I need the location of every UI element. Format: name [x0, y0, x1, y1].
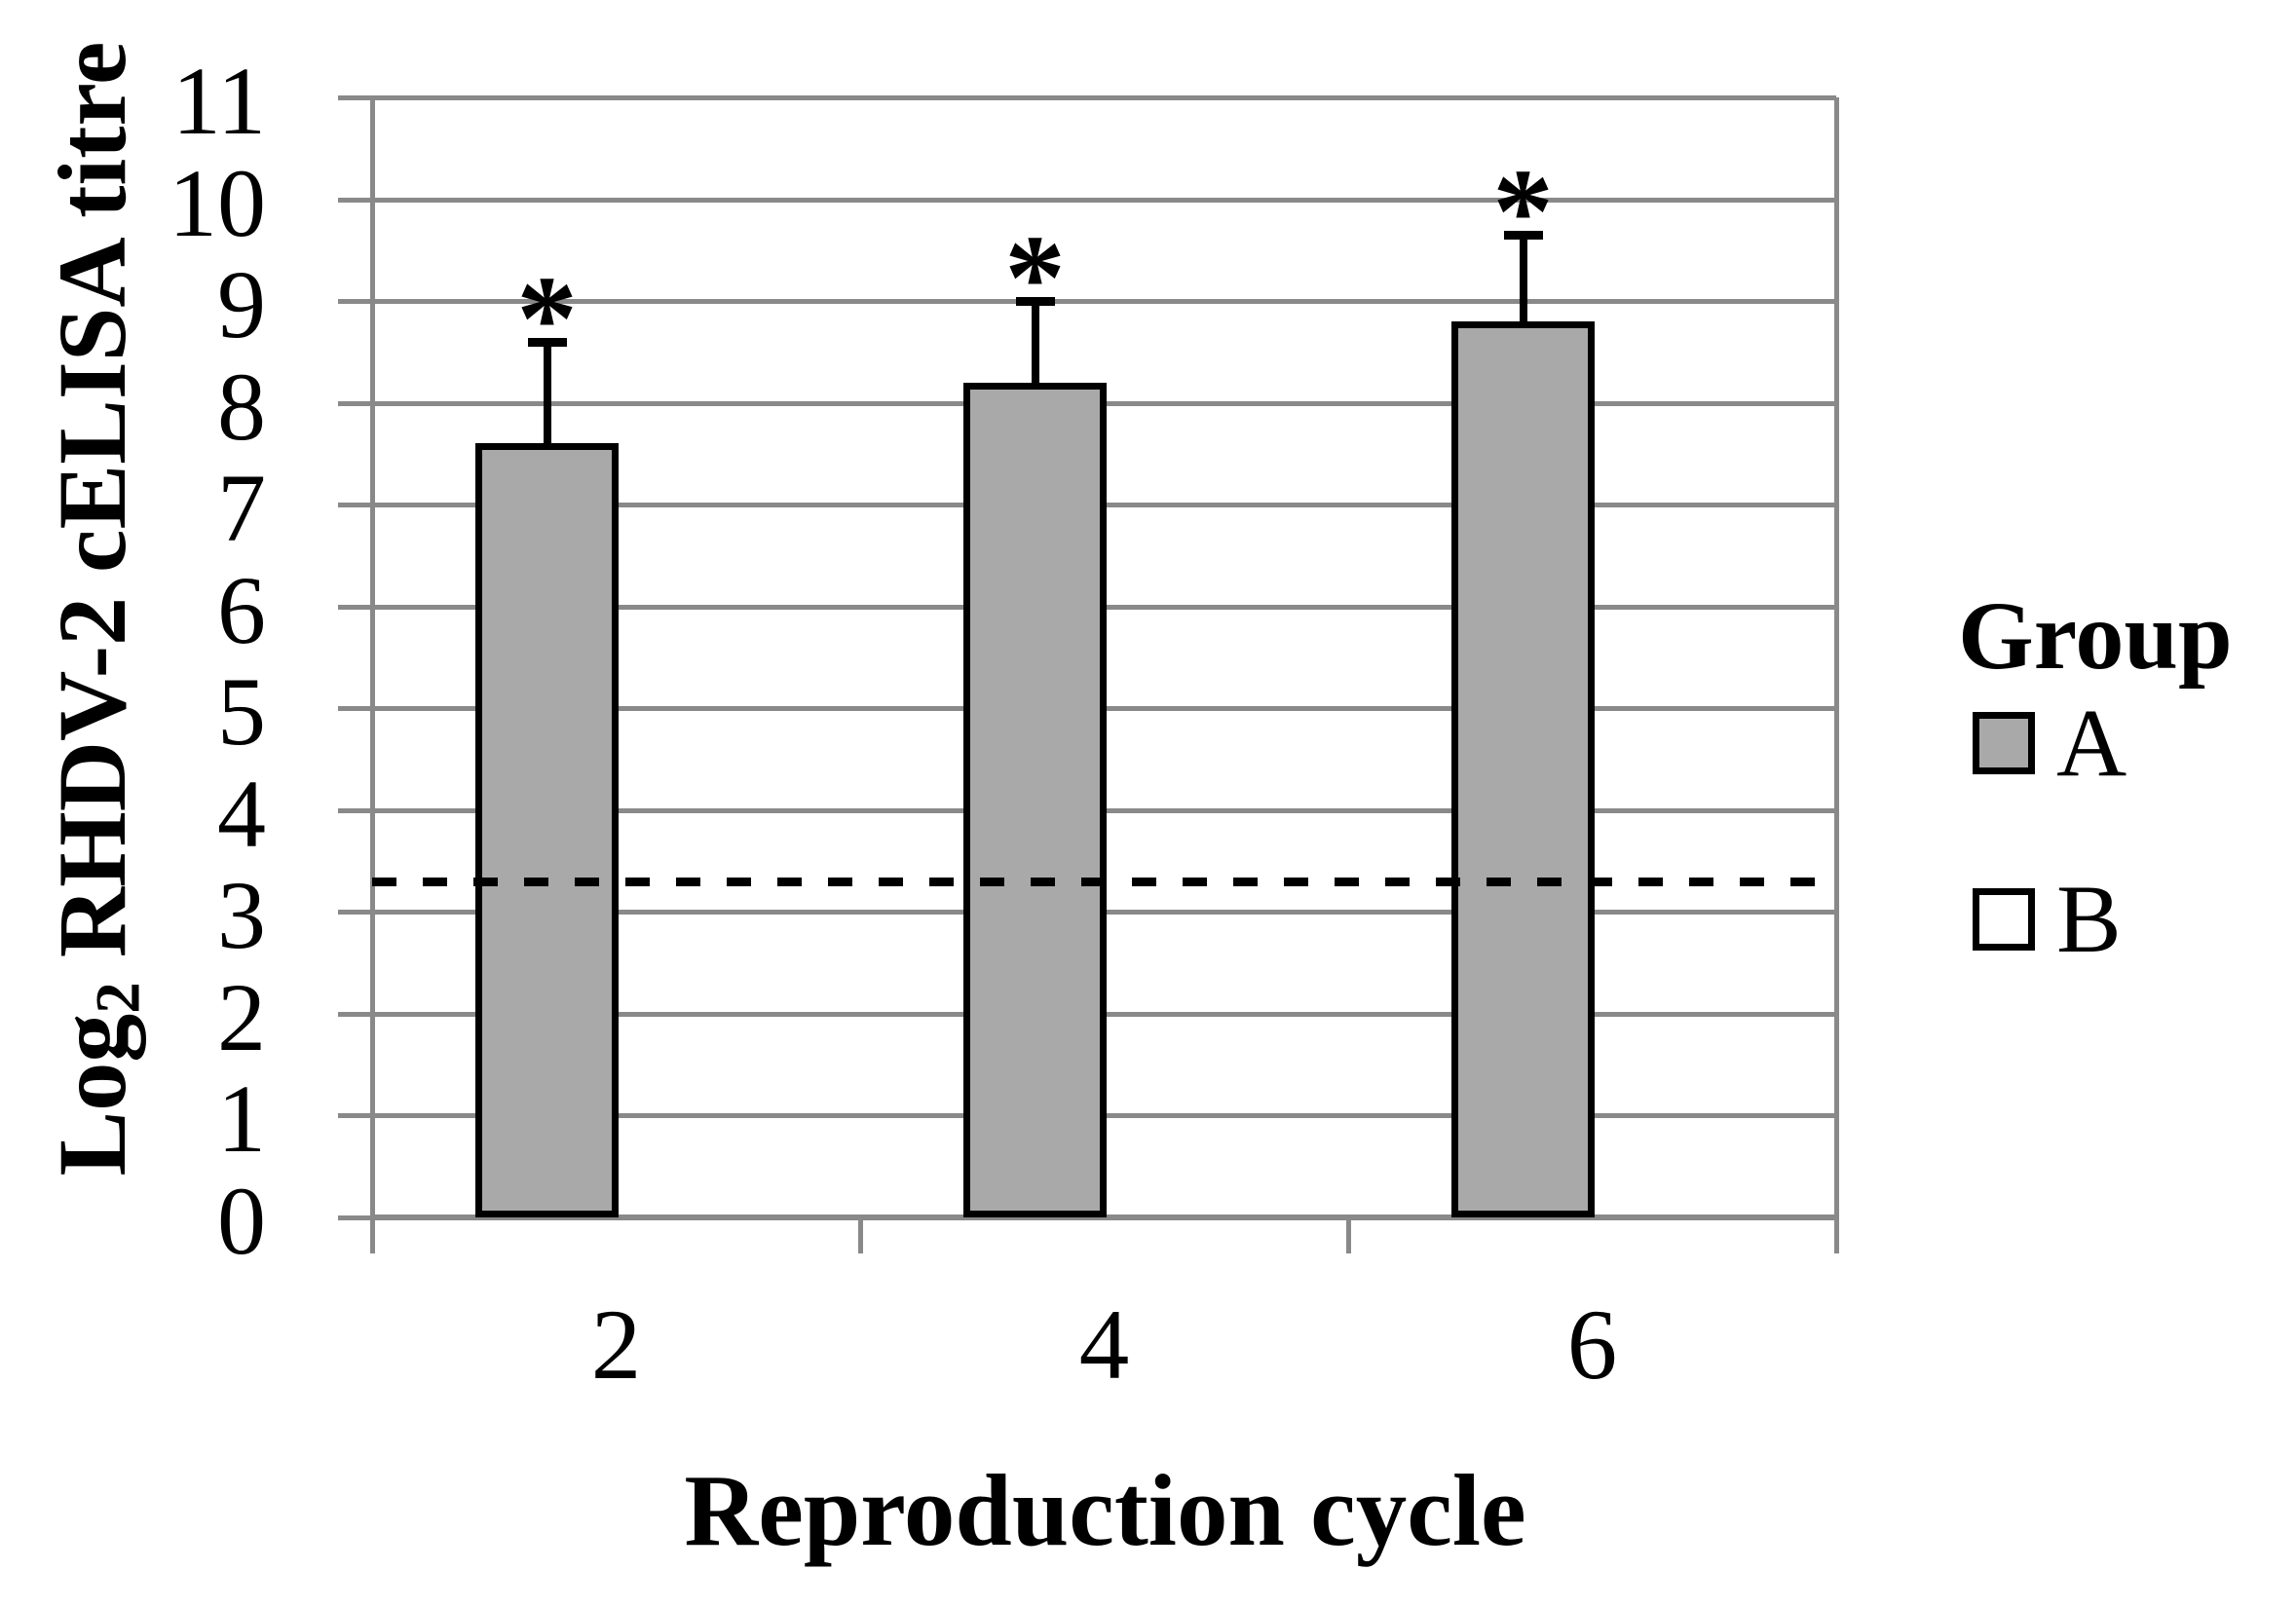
significance-asterisk: * [1492, 145, 1554, 280]
error-bar-cap [1015, 297, 1055, 307]
x-tick [1834, 1217, 1839, 1253]
plot-right-border [1834, 97, 1839, 1217]
legend-title: Group [1958, 581, 2233, 690]
y-tick-label: 11 [171, 47, 266, 155]
x-axis-title: Reproduction cycle [684, 1453, 1526, 1567]
error-bar-stem [1519, 235, 1527, 321]
error-bar-stem [1031, 301, 1039, 383]
y-tick [338, 910, 372, 916]
y-tick-label: 1 [217, 1065, 266, 1174]
y-tick [338, 1215, 372, 1220]
x-tick-label: 2 [590, 1289, 642, 1401]
y-tick-label: 5 [217, 657, 266, 766]
y-tick [338, 197, 372, 203]
y-axis-line [370, 97, 375, 1217]
bar-group-a-cycle-6 [1451, 321, 1595, 1217]
x-tick [370, 1217, 375, 1253]
y-tick-label: 0 [217, 1167, 266, 1275]
gridline [372, 299, 1836, 305]
error-bar-stem [543, 341, 551, 444]
legend-swatch-group-a [1973, 712, 2035, 774]
y-tick [338, 1011, 372, 1017]
legend: Group A B [1958, 582, 2296, 1050]
y-tick-label: 6 [217, 555, 266, 664]
cutoff-reference-line [372, 878, 1836, 886]
y-tick [338, 503, 372, 508]
x-tick [1346, 1217, 1351, 1253]
y-tick [338, 400, 372, 406]
y-tick [338, 299, 372, 305]
y-tick-label: 10 [169, 148, 266, 257]
y-tick-label: 3 [217, 861, 266, 970]
x-tick-label: 4 [1078, 1289, 1130, 1401]
y-tick [338, 706, 372, 712]
y-tick [338, 604, 372, 610]
y-tick-label: 8 [217, 352, 266, 461]
legend-item-group-a: A [1973, 694, 2127, 792]
y-tick [338, 1113, 372, 1119]
legend-swatch-group-b [1973, 888, 2035, 951]
y-tick-label: 9 [217, 250, 266, 359]
x-tick [858, 1217, 863, 1253]
y-tick-label: 4 [217, 759, 266, 868]
legend-label-group-b: B [2056, 865, 2122, 973]
y-tick-label: 7 [217, 454, 266, 563]
legend-label-group-a: A [2056, 689, 2127, 797]
x-tick-label: 6 [1566, 1289, 1618, 1401]
gridline [372, 197, 1836, 203]
significance-asterisk: * [516, 251, 578, 387]
x-axis-line [372, 1215, 1836, 1220]
y-tick [338, 807, 372, 813]
y-tick [338, 95, 372, 100]
legend-item-group-b: B [1973, 871, 2122, 968]
y-tick-label: 2 [217, 962, 266, 1071]
bar-group-a-cycle-4 [963, 382, 1107, 1217]
significance-asterisk: * [1004, 211, 1066, 347]
gridline [372, 95, 1836, 100]
bar-group-a-cycle-2 [475, 443, 619, 1217]
error-bar-cap [527, 337, 567, 347]
error-bar-cap [1503, 231, 1543, 241]
